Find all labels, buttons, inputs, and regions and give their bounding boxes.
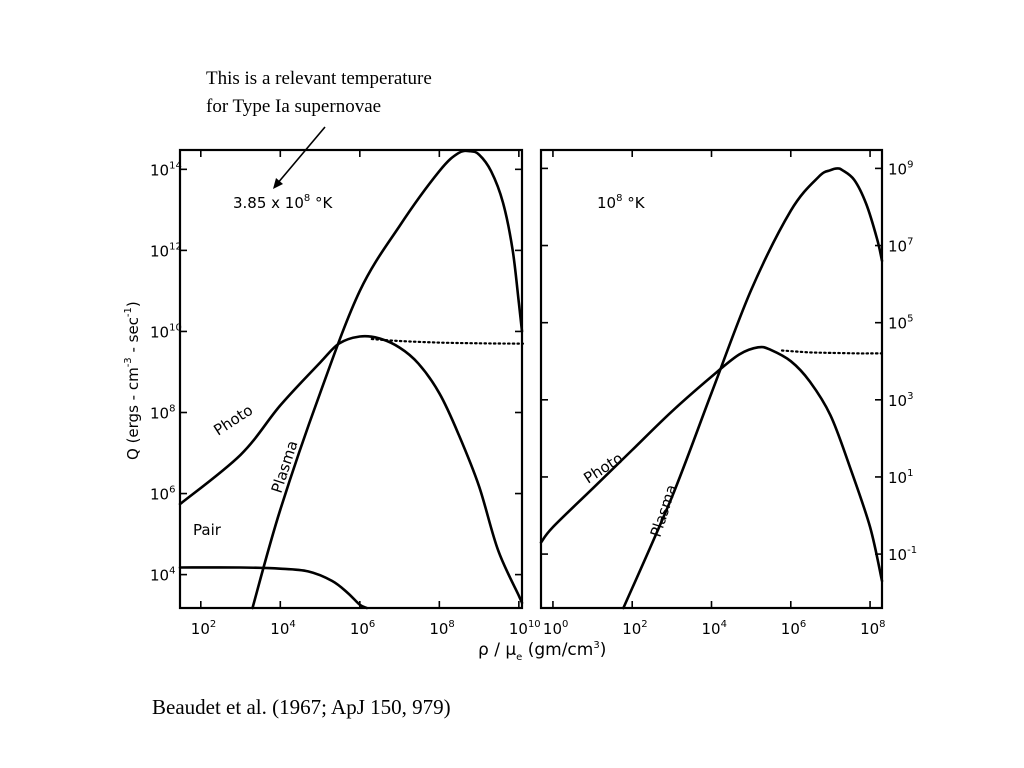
left-ticks [180,150,522,608]
annotation-arrow-line [276,126,326,185]
x-axis-label: ρ / μe (gm/cm3) [478,640,606,663]
left-curve-photo-0 [178,334,524,605]
right-curve-plasma-2 [622,167,884,610]
left-curve-plasma-2 [251,149,524,610]
right-photo-label: Photo [580,449,626,487]
right-curve-photo-0 [539,345,884,583]
right-curves [539,167,884,610]
left-ytick-label-1: 106 [150,485,175,504]
right-xtick-label-3: 106 [781,619,806,638]
right-ytick-label-0: 10-1 [888,545,917,564]
left-ytick-label-0: 104 [150,566,175,585]
right-plot-frame [539,148,884,610]
right-xtick-label-2: 104 [702,619,727,638]
left-curves [178,149,525,610]
annotation-line-2: for Type Ia supernovae [206,96,381,117]
right-xtick-label-4: 108 [860,619,885,638]
y-axis-label: Q (ergs - cm-3 - sec-1) [123,301,142,460]
left-ytick-label-4: 1012 [150,241,182,260]
left-tick-labels: 102 104 106 108 1010 104 106 108 1010 1012 1014 [150,160,541,638]
right-ytick-label-4: 107 [888,237,913,256]
annotation-arrow-head [273,178,283,189]
right-plasma-label: Plasma [647,482,681,539]
left-curve-pair-3 [178,566,369,610]
right-ytick-label-5: 109 [888,159,913,178]
right-xtick-label-1: 102 [622,619,647,638]
right-panel-temperature-label: 108 °K [597,193,646,212]
caption: Beaudet et al. (1967; ApJ 150, 979) [152,695,451,719]
right-xtick-label-0: 100 [543,619,568,638]
right-panel: 100 102 104 106 108 10-1 101 103 105 107 109 108 °… [539,148,917,638]
left-photo-label: Photo [210,401,256,439]
right-tick-labels: 100 102 104 106 108 10-1 101 103 105 107 109 [543,159,917,638]
left-ytick-label-2: 108 [150,404,175,423]
right-ytick-label-3: 105 [888,314,913,333]
left-plasma-label: Plasma [268,438,302,495]
left-plot-frame [178,148,524,610]
left-ytick-label-5: 1014 [150,160,182,179]
left-curve-dotted-1 [370,337,525,345]
left-xtick-label-0: 102 [191,619,216,638]
left-xtick-label-4: 1010 [509,619,541,638]
left-xtick-label-3: 108 [429,619,454,638]
right-ticks [541,150,882,608]
left-xtick-label-2: 106 [350,619,375,638]
left-panel: 102 104 106 108 1010 104 106 108 1010 1012 1014 3.… [123,148,541,638]
left-panel-temperature-label: 3.85 x 108 °K [233,193,334,212]
right-ytick-label-1: 101 [888,468,913,487]
annotation-line-1: This is a relevant temperature [206,68,432,89]
left-pair-label: Pair [193,521,222,539]
right-ytick-label-2: 103 [888,391,913,410]
left-ytick-label-3: 1010 [150,322,182,341]
right-curve-dotted-1 [780,349,884,355]
left-xtick-label-1: 104 [270,619,295,638]
